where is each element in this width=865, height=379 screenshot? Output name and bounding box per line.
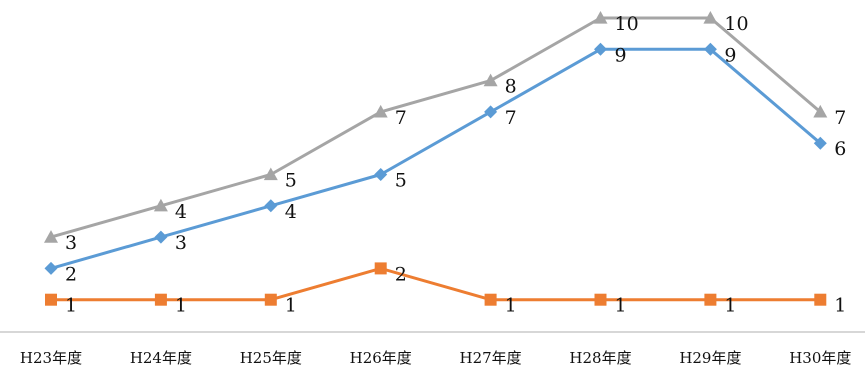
series-1-data-label: 4	[285, 201, 297, 223]
series-3-data-label: 7	[395, 107, 407, 129]
series-2-data-label: 1	[615, 295, 627, 317]
series-2: 1 1 1 2 1 1 1 1	[45, 262, 846, 317]
series-1-point	[484, 105, 498, 119]
x-tick-label: H28年度	[569, 349, 631, 367]
series-2-point	[814, 293, 827, 306]
series-2-data-label: 1	[834, 295, 846, 317]
series-2-data-label: 1	[724, 295, 736, 317]
series-1-data-label: 9	[615, 44, 627, 66]
series-2-point	[704, 293, 717, 306]
series-3-data-label: 10	[724, 13, 748, 35]
series-2-point	[154, 293, 167, 306]
series-1: 2 3 4 5 7 9 9 6	[44, 42, 846, 285]
series-1-point	[154, 230, 168, 244]
x-tick-label: H26年度	[350, 349, 412, 367]
series-2-line	[49, 266, 822, 302]
series-3-data-label: 8	[505, 76, 517, 98]
series-3-data-label: 4	[175, 201, 187, 223]
series-1-data-label: 3	[175, 232, 187, 254]
series-layer: 2 3 4 5 7 9 9 6 1 1 1 2 1 1 1 1 3 4 5 7 8 10 10 7	[44, 11, 846, 317]
series-2-data-label: 1	[285, 295, 297, 317]
x-tick-label: H29年度	[679, 349, 741, 367]
series-1-point	[813, 136, 827, 150]
series-1-data-label: 5	[395, 170, 407, 192]
series-3-data-label: 5	[285, 170, 297, 192]
series-2-point	[594, 293, 607, 306]
series-1-point	[594, 42, 607, 56]
x-tick-label: H27年度	[460, 349, 522, 367]
series-1-data-label: 2	[65, 263, 77, 285]
series-2-data-label: 1	[175, 295, 187, 317]
x-tick-label: H23年度	[20, 349, 82, 367]
series-2-point	[374, 262, 387, 275]
series-1-data-label: 6	[834, 138, 846, 160]
series-1-data-label: 9	[724, 44, 736, 66]
series-1-point	[264, 199, 278, 213]
series-2-data-label: 2	[395, 263, 407, 285]
series-3-point	[263, 167, 278, 181]
series-1-point	[374, 168, 388, 181]
series-1-line	[49, 47, 822, 270]
series-2-data-label: 1	[65, 295, 77, 317]
series-3-data-label: 7	[834, 107, 846, 129]
series-1-point	[44, 261, 58, 275]
series-3: 3 4 5 7 8 10 10 7	[44, 11, 846, 254]
x-tick-label: H25年度	[240, 349, 302, 367]
series-3-data-label: 3	[65, 232, 77, 254]
series-2-point	[45, 293, 57, 306]
series-3-point	[44, 230, 58, 243]
series-3-point	[813, 104, 828, 118]
series-3-point	[593, 11, 608, 24]
series-2-point	[484, 293, 497, 306]
series-3-point	[483, 73, 498, 87]
x-tick-label: H30年度	[789, 349, 851, 367]
series-3-point	[373, 104, 388, 118]
series-3-point	[153, 198, 168, 212]
x-tick-labels: H23年度 H24年度 H25年度 H26年度 H27年度 H28年度 H29年度 H30年度	[20, 349, 851, 367]
series-2-point	[264, 293, 277, 306]
series-3-data-label: 10	[615, 13, 639, 35]
x-tick-label: H24年度	[130, 349, 192, 367]
series-3-point	[703, 11, 718, 24]
series-2-data-label: 1	[505, 295, 517, 317]
series-1-data-label: 7	[505, 107, 517, 129]
series-1-point	[703, 42, 717, 56]
series-3-line	[49, 16, 822, 239]
